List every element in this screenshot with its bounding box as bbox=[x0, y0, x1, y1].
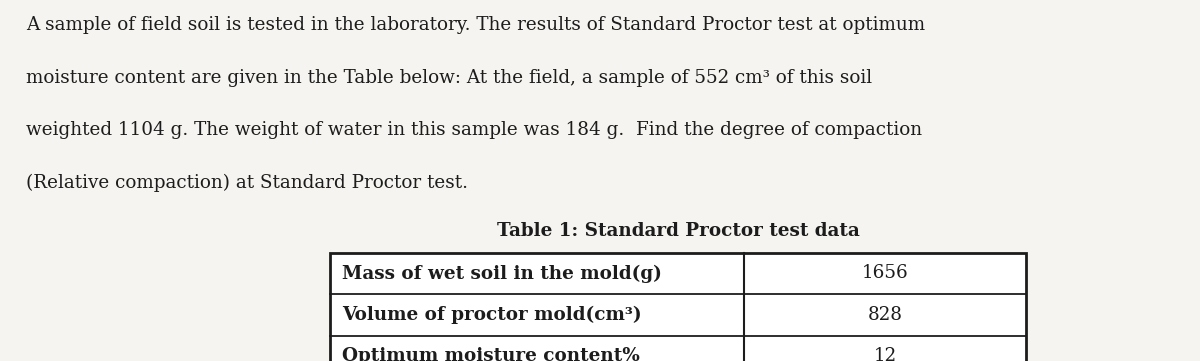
Text: A sample of field soil is tested in the laboratory. The results of Standard Proc: A sample of field soil is tested in the … bbox=[26, 16, 925, 34]
FancyBboxPatch shape bbox=[330, 253, 1026, 361]
Text: 12: 12 bbox=[874, 348, 896, 361]
Text: 1656: 1656 bbox=[862, 265, 908, 282]
Text: 828: 828 bbox=[868, 306, 902, 324]
Text: Volume of proctor mold(cm³): Volume of proctor mold(cm³) bbox=[342, 306, 642, 324]
Text: Table 1: Standard Proctor test data: Table 1: Standard Proctor test data bbox=[497, 222, 859, 240]
Text: weighted 1104 g. The weight of water in this sample was 184 g.  Find the degree : weighted 1104 g. The weight of water in … bbox=[26, 121, 923, 139]
Text: Mass of wet soil in the mold(g): Mass of wet soil in the mold(g) bbox=[342, 264, 662, 283]
Text: (Relative compaction) at Standard Proctor test.: (Relative compaction) at Standard Procto… bbox=[26, 173, 468, 192]
Text: moisture content are given in the Table below: At the field, a sample of 552 cm³: moisture content are given in the Table … bbox=[26, 69, 872, 87]
Text: Optimum moisture content%: Optimum moisture content% bbox=[342, 348, 640, 361]
